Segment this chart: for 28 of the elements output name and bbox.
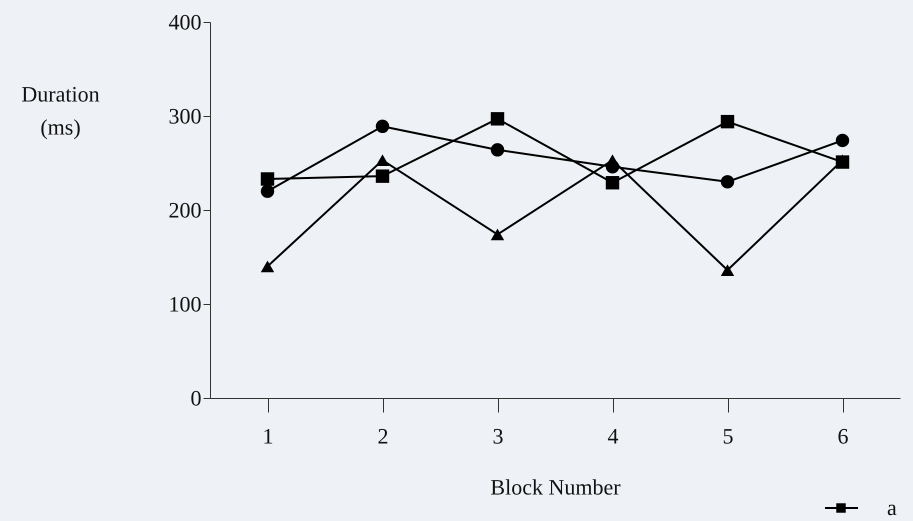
point (490, 228, 504, 240)
point (720, 114, 734, 128)
y-axis-title: Duration (ms) (21, 82, 100, 140)
y-tick-label: 300 (168, 104, 202, 128)
point (606, 176, 620, 190)
y-tick-label: 200 (168, 198, 202, 222)
x-tick-label: 1 (262, 424, 274, 448)
point (490, 143, 504, 157)
y-tick-label: 100 (168, 292, 202, 316)
x-tick-label: 2 (378, 424, 388, 448)
point (490, 112, 504, 126)
y-tick-label: 0 (190, 386, 202, 410)
x-tick-label: 3 (492, 424, 504, 448)
point (836, 134, 850, 148)
point (260, 260, 274, 272)
point (260, 184, 274, 198)
y-tick-label: 400 (168, 10, 202, 34)
x-tick-label: 6 (838, 424, 848, 448)
point (720, 175, 734, 188)
legend-label: a (887, 495, 897, 520)
point (260, 172, 274, 186)
point (376, 120, 390, 134)
x-tick-label: 5 (722, 424, 734, 448)
point (720, 264, 734, 276)
x-axis-title: Block Number (490, 474, 622, 500)
x-tick-label: 4 (608, 424, 618, 448)
point (376, 169, 390, 183)
point (376, 154, 390, 166)
